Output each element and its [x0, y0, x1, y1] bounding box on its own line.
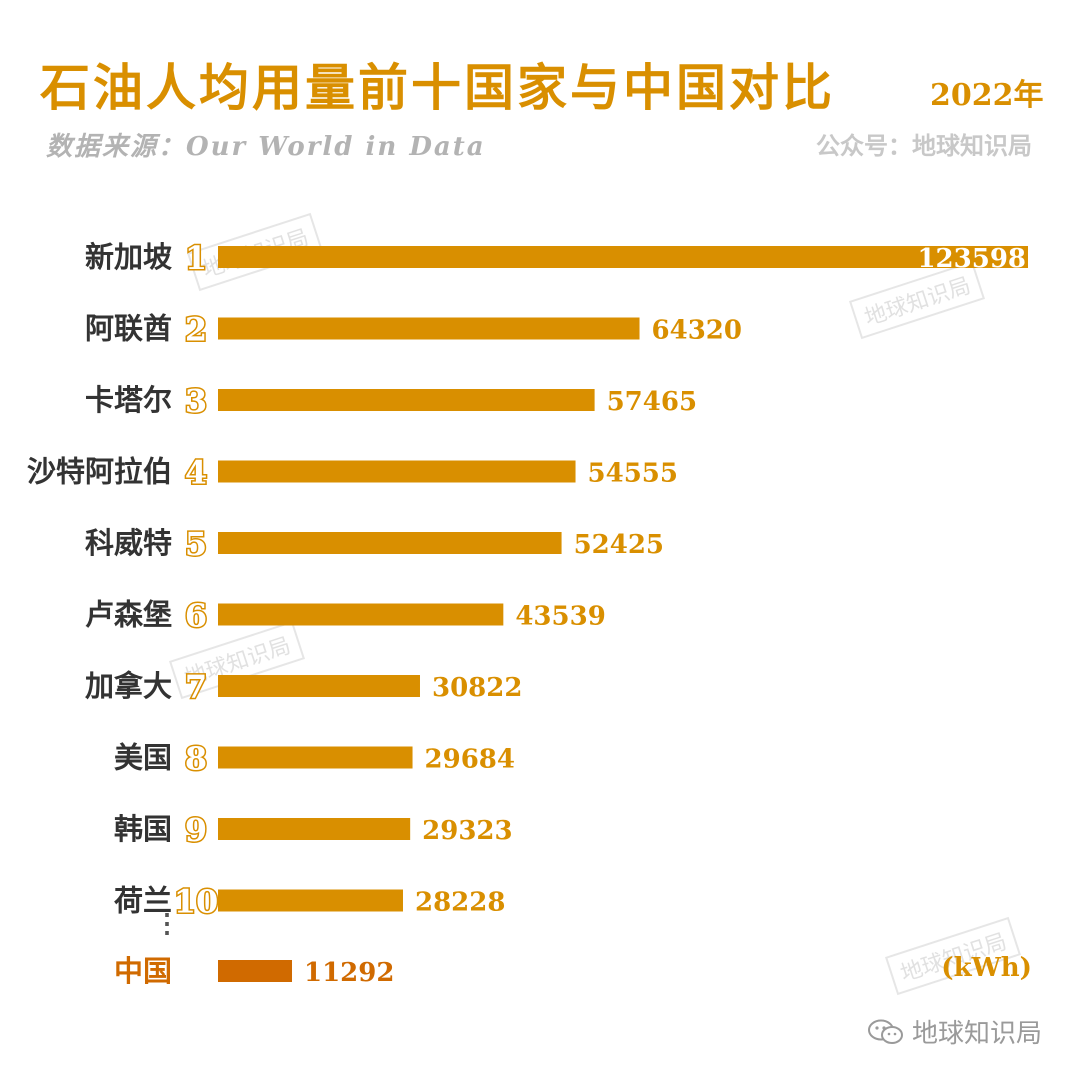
bar [218, 317, 640, 340]
value-label: 43539 [515, 602, 605, 632]
country-label: 荷兰 [114, 884, 172, 918]
value-label: 123598 [917, 244, 1026, 274]
country-label: 卢森堡 [85, 598, 172, 632]
bar [218, 675, 420, 697]
value-label: 54555 [588, 459, 678, 489]
value-label: 52425 [574, 530, 664, 560]
unit-label: (kWh) [941, 953, 1032, 983]
country-label: 卡塔尔 [85, 383, 172, 417]
value-label: 29684 [425, 745, 515, 775]
bar [218, 389, 595, 411]
bar [218, 746, 413, 769]
bar [218, 246, 1028, 268]
bar [218, 818, 411, 840]
country-label: 中国 [114, 954, 172, 988]
rank-badge: 1 [185, 239, 207, 277]
rank-badge: 3 [185, 382, 207, 420]
rank-badge: 10 [174, 883, 219, 921]
chart-title: 石油人均用量前十国家与中国对比 [40, 58, 835, 117]
country-label: 科威特 [85, 526, 172, 560]
value-label: 57465 [607, 387, 697, 417]
footer-brand-text: 地球知识局 [911, 1019, 1042, 1049]
country-label: 韩国 [114, 812, 172, 846]
bar [218, 603, 504, 626]
rank-badge: 9 [185, 811, 207, 849]
ellipsis: ⋮ [154, 909, 180, 939]
rank-badge: 2 [185, 311, 207, 349]
value-label: 28228 [415, 888, 505, 918]
country-label: 新加坡 [85, 240, 172, 274]
bar [218, 460, 576, 483]
bar [218, 960, 293, 982]
data-source: 数据来源：Our World in Data [46, 132, 486, 162]
value-label: 64320 [652, 316, 742, 346]
country-label: 加拿大 [85, 669, 172, 703]
value-label: 29323 [422, 816, 512, 846]
rank-badge: 5 [185, 525, 207, 563]
chart-year: 2022年 [930, 78, 1044, 113]
country-label: 阿联酋 [85, 312, 172, 346]
rank-badge: 7 [185, 668, 207, 706]
bar [218, 889, 403, 912]
value-label: 11292 [304, 958, 394, 988]
bar [218, 532, 562, 554]
rank-badge: 8 [185, 740, 207, 778]
footer-brand: 地球知识局 [867, 1013, 1042, 1050]
rank-badge: 6 [185, 597, 207, 635]
rank-badge: 4 [185, 454, 207, 492]
country-label: 沙特阿拉伯 [27, 455, 172, 489]
wechat-icon [867, 1019, 904, 1045]
account-credit: 公众号：地球知识局 [816, 131, 1032, 160]
value-label: 30822 [432, 673, 522, 703]
country-label: 美国 [114, 741, 172, 775]
